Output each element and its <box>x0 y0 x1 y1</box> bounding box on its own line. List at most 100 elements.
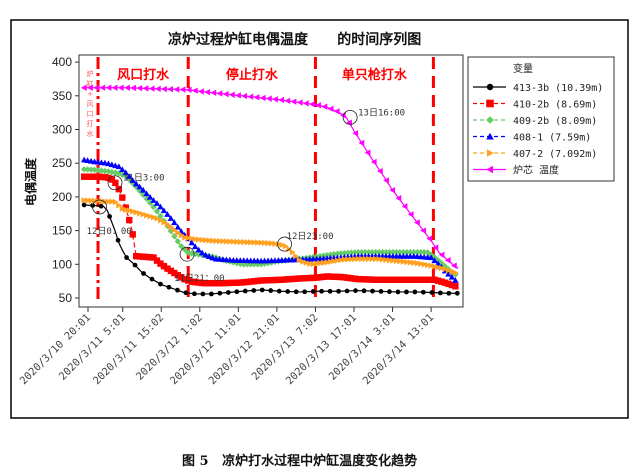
data-point <box>276 288 282 294</box>
annotation-label: 11日21：00 <box>174 273 225 284</box>
legend-label: 410-2b (8.69m) <box>513 100 597 111</box>
data-point <box>309 274 317 282</box>
data-point <box>81 202 87 208</box>
data-point <box>161 85 167 93</box>
data-point <box>296 99 303 106</box>
data-point <box>333 108 340 115</box>
data-point <box>132 253 140 260</box>
data-point <box>407 276 414 284</box>
data-point <box>400 248 407 256</box>
data-point <box>150 197 157 203</box>
data-point <box>157 203 164 210</box>
data-point <box>292 275 299 282</box>
data-point <box>99 84 106 91</box>
data-point <box>444 257 451 264</box>
data-point <box>427 254 435 261</box>
data-point <box>268 240 275 247</box>
chart-title: 凉炉过程炉缸电偶温度 的时间序列图 <box>168 31 421 48</box>
data-point <box>141 271 146 276</box>
data-point <box>432 244 439 251</box>
data-point <box>372 248 379 256</box>
data-point <box>272 96 278 103</box>
data-point <box>200 291 206 297</box>
data-point <box>313 274 320 281</box>
data-point <box>420 276 428 284</box>
y-tick-label: 100 <box>52 257 72 271</box>
annotations: 11日3:00 12日0：00 11日21：00 12日23:00 13日16:00 <box>87 107 406 284</box>
data-point <box>446 290 452 296</box>
data-point <box>237 238 244 246</box>
data-point <box>124 84 130 91</box>
data-point <box>410 276 417 284</box>
data-point <box>258 239 265 246</box>
annotation-label: 12日23:00 <box>287 231 334 242</box>
data-point <box>80 173 88 180</box>
data-point <box>124 255 129 260</box>
annotation-label: 12日0：00 <box>87 226 132 237</box>
data-point <box>377 167 383 175</box>
data-point <box>317 259 324 267</box>
data-point <box>105 198 112 205</box>
data-point <box>448 273 456 280</box>
phase-label: 停止打水 <box>226 67 279 83</box>
data-point <box>183 290 189 296</box>
data-point <box>386 248 393 256</box>
data-point <box>387 289 392 295</box>
data-point <box>437 290 443 296</box>
data-point <box>364 149 371 156</box>
data-point <box>85 197 91 204</box>
data-point <box>327 105 334 113</box>
data-point <box>352 130 359 137</box>
data-point <box>452 269 459 276</box>
data-point <box>93 84 100 91</box>
data-point <box>143 253 150 261</box>
data-point <box>164 265 171 272</box>
annotation-circle <box>277 236 293 252</box>
data-point <box>341 256 348 263</box>
data-point <box>105 84 112 91</box>
data-point <box>327 258 334 265</box>
data-point <box>189 235 195 242</box>
data-point <box>223 238 230 245</box>
data-point <box>209 237 216 244</box>
data-point <box>341 249 348 257</box>
data-point <box>454 290 460 296</box>
data-point <box>282 276 289 283</box>
data-point <box>94 173 102 181</box>
data-point <box>122 204 129 211</box>
y-tick-label: 250 <box>52 156 72 170</box>
data-point <box>91 173 98 180</box>
data-point <box>139 186 147 193</box>
data-point <box>142 85 149 92</box>
series-0 <box>81 202 460 297</box>
data-point <box>309 100 315 108</box>
data-point <box>400 258 407 265</box>
data-point <box>185 234 192 242</box>
data-point <box>101 167 109 175</box>
data-point <box>105 174 112 182</box>
data-point <box>228 91 235 98</box>
data-point <box>259 287 265 293</box>
data-point <box>84 173 91 180</box>
data-point <box>421 289 426 295</box>
legend-marker-square <box>486 99 494 108</box>
data-point <box>259 94 266 102</box>
legend-marker-triangle-left <box>486 165 494 174</box>
data-point <box>148 85 155 92</box>
data-point <box>123 206 129 213</box>
data-point <box>143 190 150 197</box>
data-point <box>404 289 409 295</box>
data-point <box>81 197 88 204</box>
data-point <box>175 287 180 293</box>
data-point <box>191 87 198 94</box>
data-point <box>185 86 192 94</box>
data-point <box>230 279 237 287</box>
data-point <box>348 249 355 256</box>
data-point <box>307 260 313 267</box>
data-point <box>220 238 227 245</box>
data-point <box>117 84 124 91</box>
data-point <box>351 275 358 282</box>
annotation-label: 11日3:00 <box>123 173 165 184</box>
data-point <box>196 236 202 243</box>
y-tick-label: 150 <box>52 224 72 238</box>
